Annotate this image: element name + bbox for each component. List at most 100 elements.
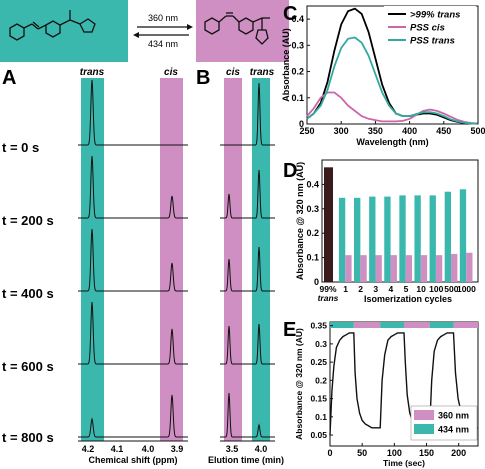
bar-360 <box>360 255 367 282</box>
category-label: 5 <box>404 284 409 294</box>
panel-label-b: B <box>196 67 210 89</box>
irradiation-segment <box>429 322 454 328</box>
bar-360 <box>390 255 397 282</box>
series-line <box>306 91 479 125</box>
panel-b-trans-label: trans <box>250 67 275 78</box>
x-tick-label: 150 <box>419 448 434 458</box>
chromatogram-trace <box>220 246 275 292</box>
panel-c-uv-vis-plot: 250 300 350 400 450 500 0 0.1 0.2 0.3 0.4 Wavelengt… <box>281 5 485 147</box>
x-tick-label: 500 <box>470 126 485 136</box>
bar-434 <box>399 195 406 282</box>
panel-label-c: C <box>283 3 297 25</box>
scheme-trans-background <box>0 0 128 62</box>
panel-a-tick: 4.0 <box>142 444 155 454</box>
y-tick-label: 0.35 <box>310 321 327 331</box>
y-tick-label: 0.1 <box>315 412 327 422</box>
y-tick-label: 0.05 <box>310 430 327 440</box>
y-tick-label: 0.4 <box>306 179 319 189</box>
y-tick-label: 0 <box>314 277 319 287</box>
y-axis-label: Absorbance @ 320 nm (AU) <box>295 162 305 280</box>
y-axis-label: Absorbance @ 320 nm (AU) <box>294 328 304 440</box>
chromatogram-trace <box>220 323 275 365</box>
panel-a-tick: 4.2 <box>82 444 95 454</box>
category-label: 500 <box>444 284 458 294</box>
panel-a-cis-band <box>160 78 183 441</box>
reference-label: 99% <box>319 284 336 294</box>
nmr-trace <box>78 301 188 365</box>
time-label-800: t = 800 s <box>2 430 54 445</box>
series-line <box>306 36 479 125</box>
category-label: 4 <box>389 284 394 294</box>
irradiation-segment <box>380 322 404 328</box>
y-tick-label: 0.25 <box>310 357 327 367</box>
arrow-label-434: 434 nm <box>148 39 178 49</box>
kinetics-trace <box>329 332 478 436</box>
panel-a-nmr-spectra <box>78 79 188 438</box>
panel-a-trans-band <box>81 78 104 441</box>
panel-b-cis-label: cis <box>226 67 240 78</box>
x-tick-label: 400 <box>402 126 417 136</box>
nmr-trace <box>78 394 188 438</box>
bar-360 <box>451 253 458 282</box>
x-tick-label: 0 <box>327 448 332 458</box>
legend-entry: PSS cis <box>410 23 445 34</box>
y-tick-label: 0.15 <box>310 394 327 404</box>
category-label: 1000 <box>457 284 476 294</box>
irradiation-segment <box>404 322 430 328</box>
x-tick-label: 450 <box>436 126 451 136</box>
panel-b-trans-band <box>252 78 270 441</box>
time-label-600: t = 600 s <box>2 359 54 374</box>
category-label: 100 <box>429 284 443 294</box>
bar-434 <box>338 197 346 282</box>
category-label: 2 <box>358 284 363 294</box>
panel-a-trans-label: trans <box>80 67 105 78</box>
panel-b-cis-band <box>224 78 242 441</box>
time-label-400: t = 400 s <box>2 286 54 301</box>
y-tick-label: 0.4 <box>291 14 304 24</box>
legend-swatch <box>414 410 434 420</box>
legend-swatch <box>414 424 434 434</box>
nmr-trace <box>78 155 188 219</box>
bar-434 <box>459 189 467 282</box>
x-axis-label: Time (sec) <box>383 458 425 468</box>
y-tick-label: 0.3 <box>315 339 327 349</box>
panel-a-x-ticks: 4.2 4.1 4.0 3.9 <box>82 444 184 454</box>
reference-sublabel: trans <box>318 293 339 303</box>
bar-434 <box>384 196 391 282</box>
nmr-trace <box>78 228 188 292</box>
y-tick-label: 0.3 <box>306 204 319 214</box>
y-tick-label: 0.3 <box>291 40 304 50</box>
panel-e-kinetics-plot: 0 50 100 150 200 0.05 0.1 0.15 0.2 0.25 0.3 0.35 Tim… <box>294 321 479 468</box>
bar-434 <box>414 195 421 282</box>
category-label: 3 <box>373 284 378 294</box>
bar-360 <box>345 255 352 282</box>
x-tick-label: 50 <box>357 448 367 458</box>
y-tick-label: 0.1 <box>291 93 304 103</box>
y-tick-label: 0 <box>299 119 304 129</box>
reference-bar <box>324 167 333 282</box>
x-tick-label: 350 <box>368 126 383 136</box>
bar-434 <box>429 195 436 282</box>
panel-a-time-labels: t = 0 s t = 200 s t = 400 s t = 600 s t … <box>2 140 54 445</box>
panel-b-chromatograms <box>220 82 275 438</box>
bar-434 <box>369 196 376 282</box>
x-tick-label: 100 <box>387 448 402 458</box>
y-tick-label: 0.1 <box>306 253 319 263</box>
irradiation-segment <box>453 322 478 328</box>
panel-b-tick: 3.5 <box>226 444 239 454</box>
y-axis-label: Absorbance (AU) <box>281 28 291 102</box>
photoisomerization-arrows <box>133 24 193 38</box>
time-label-200: t = 200 s <box>2 213 54 228</box>
trans-azobenzene-structure <box>9 10 96 41</box>
nmr-trace <box>78 79 188 146</box>
panel-label-d: D <box>283 160 297 182</box>
arrow-label-360: 360 nm <box>148 13 178 23</box>
panel-a-x-label: Chemical shift (ppm) <box>88 455 177 465</box>
irradiation-segment <box>330 322 354 328</box>
x-tick-label: 300 <box>334 126 349 136</box>
x-axis-label: Isomerization cycles <box>364 294 452 304</box>
panel-label-e: E <box>283 319 296 341</box>
bar-434 <box>444 191 452 282</box>
